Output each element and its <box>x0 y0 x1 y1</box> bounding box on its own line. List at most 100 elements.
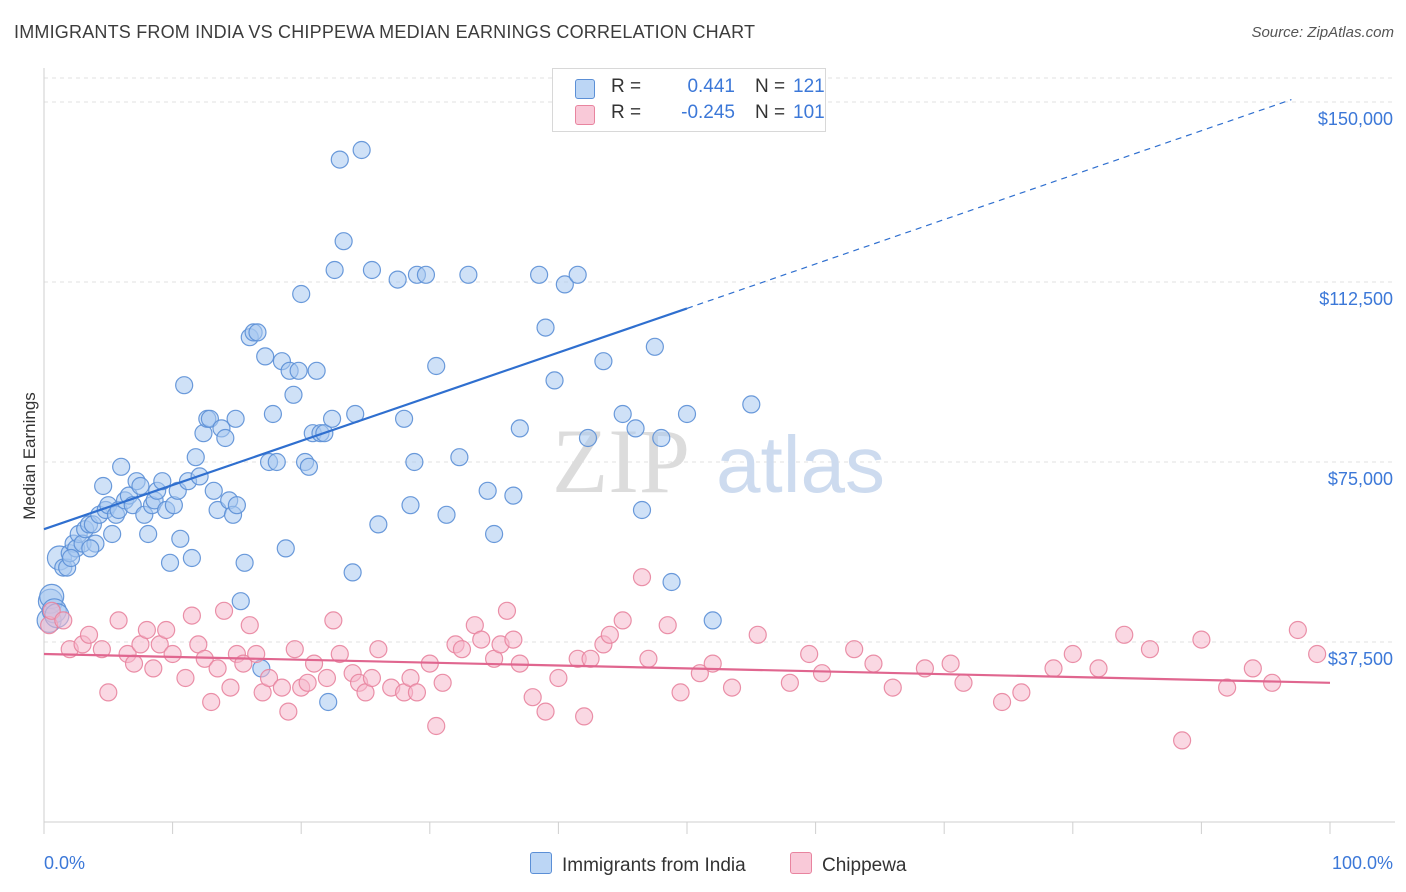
india-point <box>450 448 469 467</box>
legend-r-label: R = <box>611 76 642 97</box>
chippewa-point <box>812 664 832 683</box>
chippewa-point <box>632 568 652 587</box>
chippewa-point <box>1308 644 1327 664</box>
india-point <box>568 265 587 284</box>
bottom-legend-india: Immigrants from India <box>530 852 746 877</box>
chippewa-point <box>427 716 446 736</box>
points-layer <box>36 140 1327 750</box>
legend-swatch-chippewa <box>575 105 595 125</box>
india-point <box>362 260 382 280</box>
india-point <box>131 476 150 496</box>
chippewa-point <box>137 620 156 640</box>
india-point <box>578 428 598 448</box>
chippewa-point <box>504 630 523 649</box>
india-point <box>94 476 113 496</box>
chippewa-point <box>472 630 491 649</box>
chippewa-point <box>1012 683 1031 702</box>
india-trend-line <box>43 307 688 531</box>
india-point <box>231 592 250 611</box>
y-tick-label: $75,000 <box>1328 469 1393 489</box>
chippewa-point <box>433 673 452 692</box>
india-point <box>343 563 362 582</box>
axis-layer: $37,500 $75,000 $112,500 $150,000 <box>43 68 1395 834</box>
chippewa-point <box>1063 644 1082 664</box>
bottom-legend-label-chippewa: Chippewa <box>822 855 907 876</box>
india-point <box>226 409 245 428</box>
chippewa-point <box>221 678 240 697</box>
y-tick-label: $150,000 <box>1318 109 1393 129</box>
india-point <box>182 548 201 568</box>
india-point <box>330 150 349 169</box>
chippewa-point <box>202 692 221 712</box>
chippewa-point <box>157 620 176 640</box>
chippewa-point <box>1218 678 1237 697</box>
chippewa-point <box>369 640 388 659</box>
chippewa-point <box>99 683 118 702</box>
india-point <box>175 376 194 395</box>
chippewa-point <box>1263 673 1282 692</box>
chippewa-point <box>1140 640 1160 659</box>
chippewa-point <box>992 692 1012 712</box>
chippewa-point <box>407 683 427 702</box>
chippewa-point <box>304 654 324 673</box>
india-point <box>284 385 303 404</box>
chippewa-point <box>671 683 690 702</box>
india-point <box>227 496 246 515</box>
india-point <box>276 539 295 558</box>
chippewa-point <box>317 668 337 688</box>
india-point <box>61 548 81 568</box>
correlation-legend: R = 0.441 N = 121 R = -0.245 N = 101 <box>552 68 826 132</box>
india-point <box>545 371 564 390</box>
chippewa-point <box>941 654 960 673</box>
chippewa-point <box>452 640 472 659</box>
chippewa-point <box>163 644 182 664</box>
india-point <box>555 275 574 294</box>
watermark: ZIP atlas <box>552 410 885 512</box>
chippewa-point <box>1243 659 1262 678</box>
chippewa-point <box>1115 625 1134 644</box>
india-point <box>325 260 344 280</box>
chippewa-point <box>362 668 382 688</box>
chippewa-point <box>279 702 298 721</box>
india-point <box>319 692 338 712</box>
chippewa-point <box>581 649 600 668</box>
chippewa-point <box>285 640 304 659</box>
india-point <box>632 500 652 520</box>
chippewa-point <box>845 640 864 659</box>
watermark-zip: ZIP <box>552 410 690 512</box>
india-point <box>388 270 407 289</box>
india-point <box>459 265 478 284</box>
india-point <box>139 524 158 544</box>
india-point <box>322 409 342 428</box>
chippewa-point <box>330 644 349 664</box>
india-point <box>401 496 420 515</box>
chippewa-point <box>1192 630 1211 649</box>
india-point <box>160 553 180 572</box>
chippewa-point <box>800 644 819 664</box>
india-point <box>292 284 311 304</box>
y-axis-label: Median Earnings <box>20 392 39 520</box>
chippewa-point <box>748 625 767 644</box>
chippewa-point <box>1288 620 1307 640</box>
chippewa-point <box>124 654 144 673</box>
india-point <box>352 140 371 160</box>
india-point <box>626 419 645 438</box>
chippewa-point <box>864 654 883 673</box>
chippewa-point <box>182 606 201 625</box>
india-point <box>652 428 671 448</box>
india-point <box>485 524 504 544</box>
chippewa-point <box>144 659 163 678</box>
bottom-legend-chippewa: Chippewa <box>790 852 907 877</box>
chippewa-point <box>722 678 742 697</box>
chippewa-point <box>497 601 517 620</box>
x-tick-label-min: 0.0% <box>44 853 85 873</box>
y-tick-label: $37,500 <box>1328 649 1393 669</box>
india-point <box>405 452 424 472</box>
india-point <box>427 356 446 376</box>
chippewa-point <box>523 688 542 707</box>
chippewa-point <box>208 659 227 678</box>
trend-layer <box>43 99 1331 684</box>
india-point <box>662 572 681 592</box>
chippewa-point <box>240 616 259 635</box>
chippewa-point <box>1089 659 1108 678</box>
